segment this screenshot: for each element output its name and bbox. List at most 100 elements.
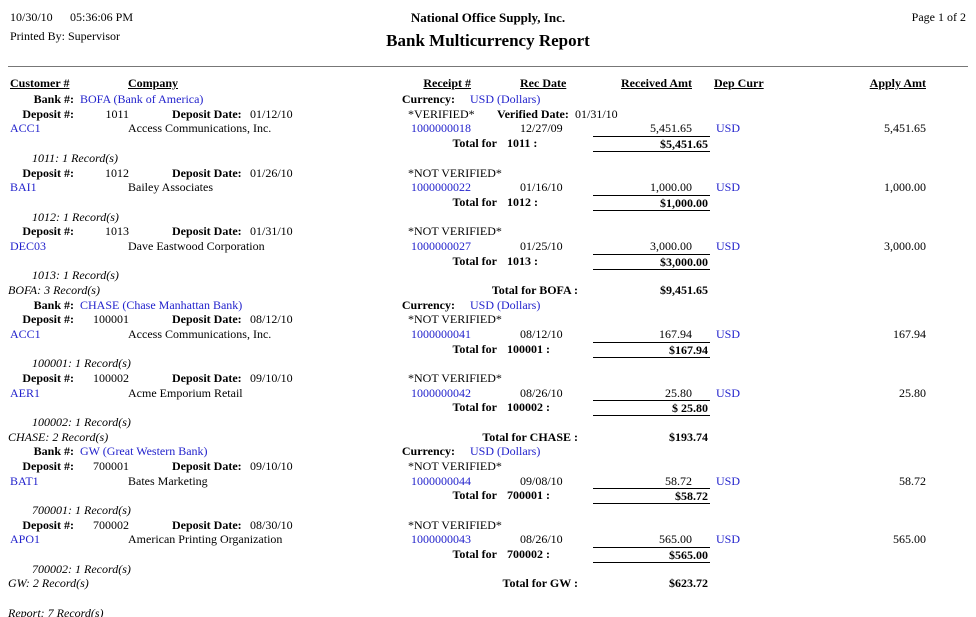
deposit-number: 1012 — [105, 166, 129, 180]
col-receipt-header: Receipt # — [340, 76, 471, 90]
receipt-link[interactable]: 1000000041 — [411, 327, 471, 341]
verified-date: 01/31/10 — [575, 107, 618, 121]
dep-curr-link[interactable]: USD — [716, 327, 741, 341]
currency-link[interactable]: USD (Dollars) — [470, 298, 541, 312]
bank-header-row: Bank #: CHASE (Chase Manhattan Bank) Cur… — [0, 298, 976, 312]
company-cell: American Printing Organization — [128, 532, 283, 546]
col-rec-date-header: Rec Date — [520, 76, 566, 90]
bank-total-amount: $193.74 — [669, 430, 708, 444]
deposit-number: 700001 — [93, 459, 129, 473]
customer-link[interactable]: BAI1 — [10, 180, 37, 194]
dep-curr-link[interactable]: USD — [716, 239, 741, 253]
bank-number-label: Bank #: — [33, 444, 74, 458]
rec-date-cell: 09/08/10 — [520, 474, 563, 488]
deposit-total-amount: $5,451.65 — [593, 136, 710, 152]
receipt-row: BAT1 Bates Marketing 1000000044 09/08/10… — [0, 474, 976, 488]
deposit-header-row: Deposit #: 1011 Deposit Date: 01/12/10 *… — [0, 107, 976, 121]
customer-link[interactable]: ACC1 — [10, 327, 41, 341]
deposit-header-row: Deposit #: 700001 Deposit Date: 09/10/10… — [0, 459, 976, 473]
receipt-link[interactable]: 1000000042 — [411, 386, 471, 400]
verify-status: *NOT VERIFIED* — [408, 312, 502, 326]
deposit-header-row: Deposit #: 100001 Deposit Date: 08/12/10… — [0, 312, 976, 326]
deposit-number-label: Deposit #: — [22, 107, 74, 121]
receipt-link[interactable]: 1000000022 — [411, 180, 471, 194]
company-cell: Dave Eastwood Corporation — [128, 239, 265, 253]
deposit-date: 09/10/10 — [250, 459, 293, 473]
verify-status: *NOT VERIFIED* — [408, 371, 502, 385]
received-amt-cell: 25.80 — [665, 386, 692, 400]
deposit-total-amount: $565.00 — [593, 547, 710, 563]
deposit-number-label: Deposit #: — [22, 224, 74, 238]
verified-date-label: Verified Date: — [497, 107, 569, 121]
dep-curr-link[interactable]: USD — [716, 532, 741, 546]
col-rec-date-header-text: Rec Date — [520, 76, 567, 90]
deposit-records-row: 100001: 1 Record(s) — [0, 356, 976, 370]
header-divider — [8, 66, 968, 67]
deposit-records-text: 700001: 1 Record(s) — [32, 503, 131, 517]
total-deposit-number: 100002 : — [507, 400, 550, 414]
deposit-number-label: Deposit #: — [22, 371, 74, 385]
receipt-link[interactable]: 1000000043 — [411, 532, 471, 546]
dep-curr-link[interactable]: USD — [716, 386, 741, 400]
deposit-total-row: Total for 700002 : $565.00 — [0, 547, 976, 563]
received-amt-cell: 58.72 — [665, 474, 692, 488]
verify-status: *NOT VERIFIED* — [408, 166, 502, 180]
deposit-number: 700002 — [93, 518, 129, 532]
page-indicator: Page 1 of 2 — [911, 10, 966, 24]
currency-link[interactable]: USD (Dollars) — [470, 444, 541, 458]
customer-link[interactable]: AER1 — [10, 386, 40, 400]
deposit-date-label: Deposit Date: — [172, 312, 242, 326]
deposit-number: 100002 — [93, 371, 129, 385]
deposit-records-row: 1013: 1 Record(s) — [0, 268, 976, 282]
col-dep-curr-header: Dep Curr — [714, 76, 764, 90]
deposit-date: 01/26/10 — [250, 166, 293, 180]
bank-total-label: Total for GW : — [502, 576, 578, 590]
received-amt-cell: 167.94 — [659, 327, 692, 341]
deposit-date: 09/10/10 — [250, 371, 293, 385]
receipt-link[interactable]: 1000000044 — [411, 474, 471, 488]
currency-link[interactable]: USD (Dollars) — [470, 92, 541, 106]
received-amt-cell: 1,000.00 — [650, 180, 692, 194]
bank-number-label: Bank #: — [33, 92, 74, 106]
dep-curr-link[interactable]: USD — [716, 121, 741, 135]
dep-curr-link[interactable]: USD — [716, 180, 741, 194]
total-deposit-number: 100001 : — [507, 342, 550, 356]
bank-total-row: BOFA: 3 Record(s) Total for BOFA : $9,45… — [0, 283, 976, 297]
apply-amt-cell: 5,451.65 — [884, 121, 926, 135]
deposit-date-label: Deposit Date: — [172, 371, 242, 385]
deposit-total-row: Total for 700001 : $58.72 — [0, 488, 976, 504]
customer-link[interactable]: DEC03 — [10, 239, 46, 253]
receipt-link[interactable]: 1000000018 — [411, 121, 471, 135]
dep-curr-link[interactable]: USD — [716, 474, 741, 488]
receipt-link[interactable]: 1000000027 — [411, 239, 471, 253]
bank-link[interactable]: GW (Great Western Bank) — [80, 444, 208, 458]
bank-total-label: Total for CHASE : — [482, 430, 578, 444]
customer-link[interactable]: BAT1 — [10, 474, 39, 488]
deposit-total-amount: $58.72 — [593, 488, 710, 504]
receipt-row: ACC1 Access Communications, Inc. 1000000… — [0, 121, 976, 135]
deposit-total-row: Total for 100001 : $167.94 — [0, 342, 976, 358]
customer-link[interactable]: APO1 — [10, 532, 41, 546]
received-amt-cell: 3,000.00 — [650, 239, 692, 253]
receipt-row: APO1 American Printing Organization 1000… — [0, 532, 976, 546]
bank-link[interactable]: CHASE (Chase Manhattan Bank) — [80, 298, 243, 312]
verify-status: *VERIFIED* — [408, 107, 475, 121]
rec-date-cell: 01/16/10 — [520, 180, 563, 194]
total-for-label: Total for — [452, 342, 497, 356]
deposit-number-label: Deposit #: — [22, 518, 74, 532]
deposit-records-row: 700001: 1 Record(s) — [0, 503, 976, 517]
total-deposit-number: 1011 : — [507, 136, 538, 150]
total-for-label: Total for — [452, 136, 497, 150]
deposit-records-text: 1013: 1 Record(s) — [32, 268, 119, 282]
total-deposit-number: 700002 : — [507, 547, 550, 561]
company-cell: Bates Marketing — [128, 474, 208, 488]
deposit-header-row: Deposit #: 1012 Deposit Date: 01/26/10 *… — [0, 166, 976, 180]
deposit-header-row: Deposit #: 100002 Deposit Date: 09/10/10… — [0, 371, 976, 385]
col-apply-amt-header-text: Apply Amt — [869, 76, 926, 90]
customer-link[interactable]: ACC1 — [10, 121, 41, 135]
col-customer-header: Customer # — [10, 76, 70, 90]
deposit-date-label: Deposit Date: — [172, 107, 242, 121]
bank-link[interactable]: BOFA (Bank of America) — [80, 92, 204, 106]
bank-number-label: Bank #: — [33, 298, 74, 312]
deposit-total-row: Total for 1013 : $3,000.00 — [0, 254, 976, 270]
